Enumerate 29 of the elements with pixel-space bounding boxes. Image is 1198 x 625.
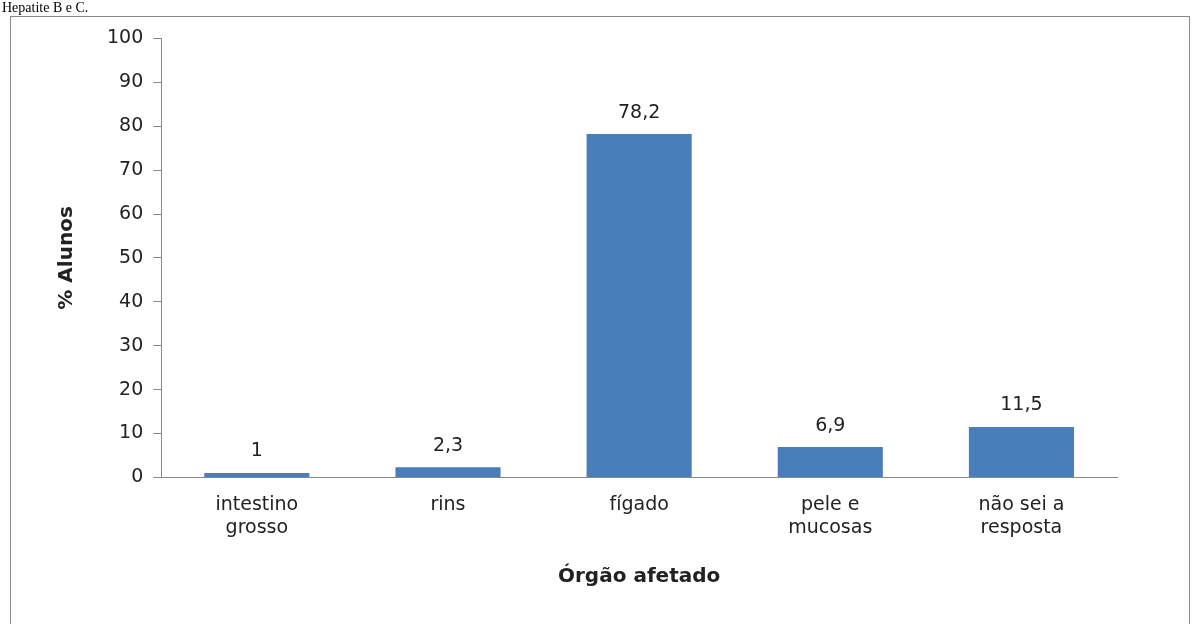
y-axis-title: % Alunos [53,206,78,310]
y-tick-label: 20 [119,376,144,399]
bar [395,467,501,477]
text: Hepatite B e C. [2,0,89,15]
y-tick-label: 50 [119,244,144,267]
bar [204,473,310,477]
bar [586,134,692,477]
y-tick-label: 40 [119,288,144,311]
y-tick-label: 30 [119,332,144,355]
bar [777,447,883,477]
y-tick-label: 90 [119,69,144,92]
x-tick-label: não sei a resposta [978,491,1065,537]
x-tick-label: pele e mucosas [788,491,873,537]
data-label: 1 [250,438,263,461]
x-tick-label: rins [430,491,466,514]
bar [968,426,1074,477]
x-tick-label: fígado [609,491,669,514]
x-tick-label: intestino grosso [215,491,299,537]
x-axis-title: Órgão afetado [558,563,721,588]
y-tick-label: 0 [131,464,144,487]
data-label: 2,3 [432,432,464,455]
y-tick-label: 100 [107,25,144,48]
y-tick-label: 60 [119,200,144,223]
y-tick-label: 70 [119,157,144,180]
y-tick-label: 10 [119,420,144,443]
y-tick-label: 80 [119,113,144,136]
data-label: 11,5 [1000,392,1043,415]
data-label: 6,9 [815,412,846,435]
data-label: 78,2 [617,99,661,122]
